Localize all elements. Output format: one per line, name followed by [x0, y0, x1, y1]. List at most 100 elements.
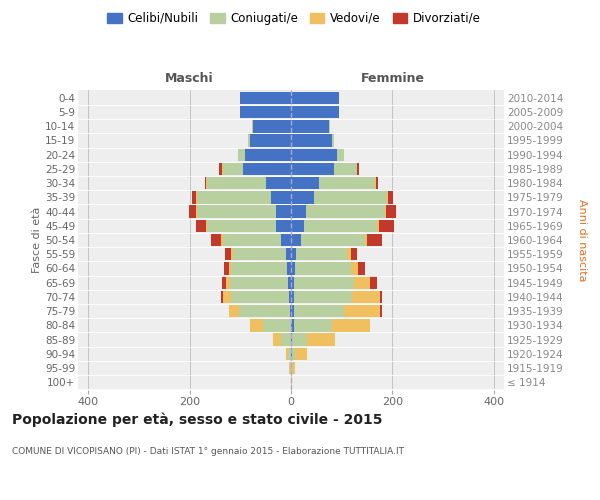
Bar: [289, 276, 291, 289]
Bar: [334, 162, 357, 175]
Y-axis label: Anni di nascita: Anni di nascita: [577, 198, 587, 281]
Bar: [206, 177, 208, 190]
Bar: [307, 334, 335, 346]
Bar: [295, 348, 307, 360]
Bar: [289, 348, 291, 360]
Bar: [291, 348, 292, 360]
Bar: [291, 376, 292, 388]
Bar: [374, 177, 376, 190]
Bar: [351, 262, 358, 274]
Bar: [386, 206, 397, 218]
Bar: [286, 248, 291, 260]
Bar: [291, 305, 293, 318]
Bar: [250, 319, 263, 332]
Bar: [224, 262, 229, 274]
Bar: [238, 148, 245, 161]
Bar: [276, 206, 291, 218]
Bar: [291, 362, 292, 374]
Bar: [230, 276, 289, 289]
Bar: [377, 220, 379, 232]
Bar: [291, 148, 337, 161]
Bar: [240, 92, 291, 104]
Bar: [240, 106, 291, 118]
Bar: [291, 191, 314, 203]
Bar: [293, 276, 355, 289]
Bar: [289, 290, 291, 303]
Bar: [211, 234, 221, 246]
Bar: [332, 319, 370, 332]
Bar: [221, 162, 223, 175]
Bar: [292, 362, 295, 374]
Bar: [347, 248, 351, 260]
Bar: [332, 134, 334, 146]
Bar: [225, 248, 231, 260]
Bar: [291, 248, 296, 260]
Bar: [229, 262, 231, 274]
Bar: [250, 134, 291, 146]
Bar: [365, 234, 367, 246]
Bar: [281, 334, 291, 346]
Bar: [221, 290, 223, 303]
Bar: [276, 220, 291, 232]
Bar: [291, 177, 319, 190]
Bar: [385, 206, 386, 218]
Bar: [266, 177, 291, 190]
Bar: [290, 305, 291, 318]
Bar: [370, 276, 377, 289]
Y-axis label: Fasce di età: Fasce di età: [32, 207, 42, 273]
Bar: [291, 262, 295, 274]
Bar: [291, 206, 306, 218]
Bar: [197, 206, 276, 218]
Bar: [293, 290, 352, 303]
Bar: [196, 220, 206, 232]
Bar: [291, 290, 293, 303]
Bar: [352, 290, 380, 303]
Text: Popolazione per età, sesso e stato civile - 2015: Popolazione per età, sesso e stato civil…: [12, 412, 383, 427]
Bar: [245, 148, 291, 161]
Bar: [293, 319, 332, 332]
Bar: [292, 348, 295, 360]
Bar: [291, 120, 329, 132]
Bar: [295, 262, 351, 274]
Bar: [205, 177, 206, 190]
Bar: [289, 362, 290, 374]
Bar: [248, 134, 250, 146]
Bar: [223, 234, 281, 246]
Bar: [208, 220, 276, 232]
Bar: [290, 362, 291, 374]
Bar: [319, 177, 374, 190]
Bar: [287, 262, 291, 274]
Bar: [358, 262, 365, 274]
Bar: [314, 191, 388, 203]
Bar: [351, 248, 357, 260]
Bar: [281, 234, 291, 246]
Bar: [253, 120, 291, 132]
Text: COMUNE DI VICOPISANO (PI) - Dati ISTAT 1° gennaio 2015 - Elaborazione TUTTITALIA: COMUNE DI VICOPISANO (PI) - Dati ISTAT 1…: [12, 448, 404, 456]
Bar: [219, 162, 221, 175]
Bar: [231, 262, 287, 274]
Bar: [271, 191, 291, 203]
Bar: [293, 305, 344, 318]
Bar: [291, 319, 293, 332]
Bar: [291, 234, 301, 246]
Bar: [231, 248, 233, 260]
Bar: [291, 92, 339, 104]
Bar: [223, 162, 243, 175]
Bar: [243, 162, 291, 175]
Bar: [196, 191, 197, 203]
Bar: [306, 206, 385, 218]
Text: Femmine: Femmine: [361, 72, 424, 85]
Bar: [188, 206, 196, 218]
Bar: [379, 220, 394, 232]
Bar: [291, 162, 334, 175]
Bar: [233, 248, 286, 260]
Bar: [286, 348, 289, 360]
Bar: [296, 248, 347, 260]
Bar: [263, 319, 291, 332]
Bar: [273, 334, 281, 346]
Bar: [355, 276, 370, 289]
Text: Maschi: Maschi: [165, 72, 214, 85]
Bar: [208, 177, 266, 190]
Bar: [226, 276, 230, 289]
Bar: [292, 334, 307, 346]
